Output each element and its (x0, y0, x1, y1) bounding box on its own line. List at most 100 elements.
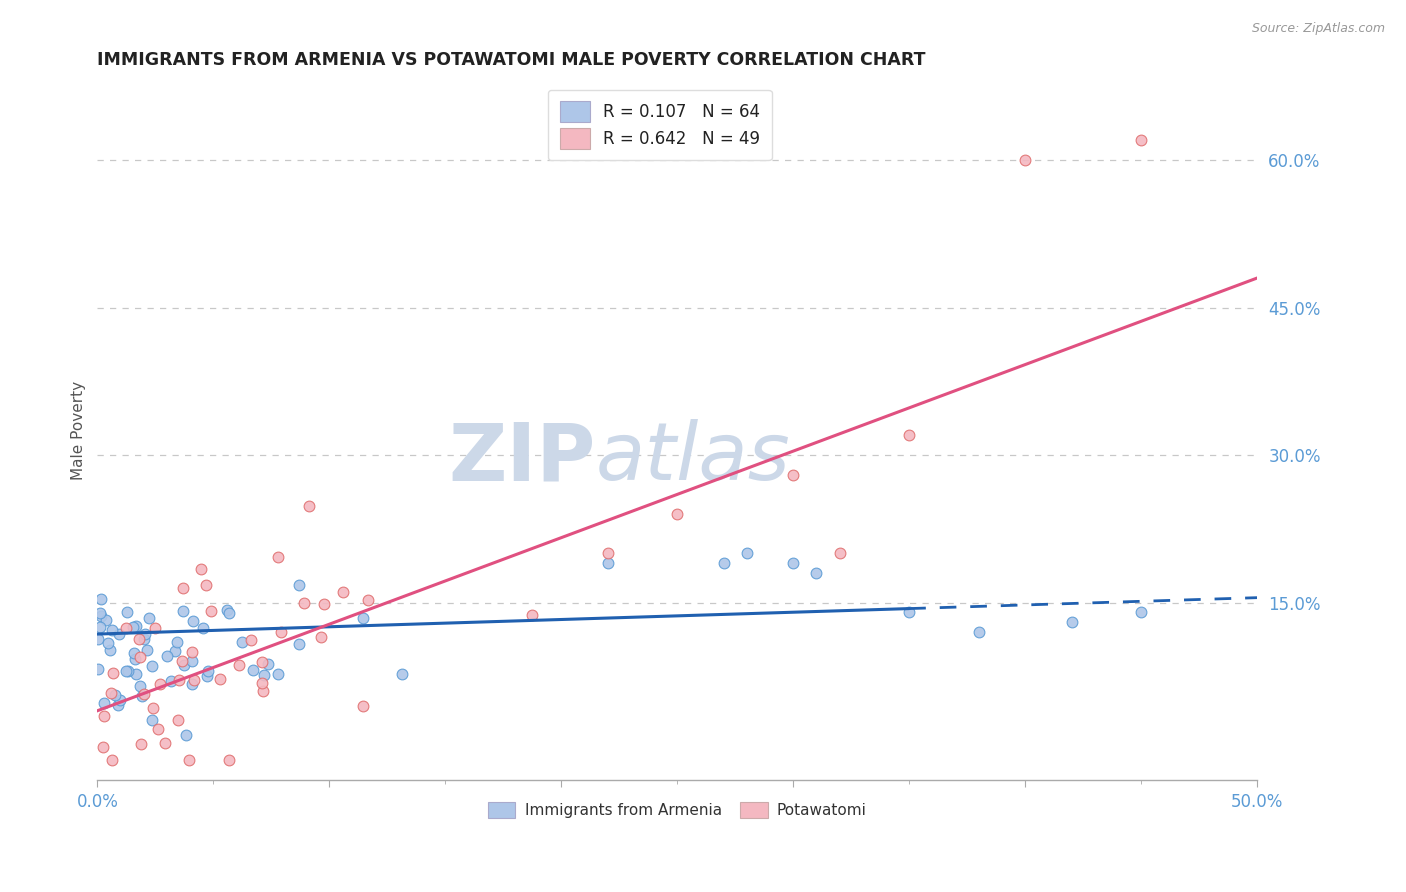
Point (97, 636, 120, 650)
Point (172, 654, 194, 668)
Point (138, 611, 160, 625)
Point (596, 556, 619, 570)
Point (250, 655, 273, 669)
Point (596, 546, 619, 560)
Point (172, 582, 194, 596)
Point (181, 654, 204, 668)
Point (129, 649, 152, 664)
Point (148, 677, 170, 691)
Point (967, 625, 990, 640)
Point (267, 549, 290, 564)
Point (239, 633, 262, 648)
Point (735, 546, 758, 560)
Point (160, 673, 183, 688)
Point (128, 632, 150, 647)
Point (181, 614, 204, 628)
Point (806, 566, 828, 580)
Point (782, 556, 804, 570)
Point (252, 676, 274, 690)
Point (242, 663, 264, 677)
Point (1060, 615, 1083, 630)
Point (218, 753, 240, 767)
Point (177, 753, 200, 767)
Point (122, 646, 145, 660)
Point (153, 736, 176, 750)
Point (101, 665, 124, 680)
Point (215, 603, 238, 617)
Point (91, 739, 114, 754)
Point (898, 428, 921, 442)
Point (256, 657, 278, 671)
Point (1130, 606, 1153, 620)
Point (180, 645, 202, 659)
Point (176, 728, 198, 742)
Point (107, 698, 129, 712)
Point (183, 673, 205, 687)
Point (125, 618, 148, 632)
Point (352, 611, 374, 625)
Point (520, 607, 543, 622)
Point (129, 737, 152, 751)
Point (218, 606, 240, 620)
Point (89, 606, 111, 620)
Point (172, 604, 194, 618)
Point (166, 635, 188, 649)
Point (288, 578, 311, 592)
Point (89, 619, 111, 633)
Point (96, 613, 118, 627)
Point (143, 621, 166, 635)
Point (142, 701, 165, 715)
Point (391, 667, 413, 681)
Point (1130, 133, 1153, 147)
Point (165, 643, 187, 657)
Point (104, 688, 127, 702)
Y-axis label: Male Poverty: Male Poverty (72, 381, 86, 480)
Point (666, 507, 689, 521)
Point (195, 668, 218, 682)
Point (108, 692, 131, 706)
Point (117, 664, 139, 678)
Point (132, 632, 155, 647)
Point (180, 677, 202, 691)
Point (134, 627, 156, 641)
Point (101, 623, 124, 637)
Point (228, 658, 250, 673)
Point (107, 627, 129, 641)
Point (898, 606, 921, 620)
Point (288, 637, 311, 651)
Point (357, 592, 380, 607)
Point (131, 689, 153, 703)
Text: Source: ZipAtlas.com: Source: ZipAtlas.com (1251, 22, 1385, 36)
Point (292, 596, 315, 610)
Point (90, 609, 112, 624)
Point (141, 713, 163, 727)
Point (122, 620, 145, 634)
Point (93, 696, 115, 710)
Point (115, 621, 138, 635)
Point (713, 556, 735, 570)
Point (266, 667, 288, 681)
Point (270, 624, 292, 639)
Point (191, 621, 214, 635)
Text: atlas: atlas (596, 419, 790, 498)
Point (190, 562, 212, 576)
Point (141, 659, 163, 673)
Point (114, 665, 136, 679)
Point (148, 722, 170, 736)
Point (1014, 153, 1036, 167)
Point (100, 753, 122, 767)
Text: IMMIGRANTS FROM ARMENIA VS POTAWATOMI MALE POVERTY CORRELATION CHART: IMMIGRANTS FROM ARMENIA VS POTAWATOMI MA… (97, 51, 927, 69)
Point (125, 667, 148, 681)
Point (200, 604, 222, 618)
Point (197, 664, 219, 678)
Point (782, 467, 804, 482)
Point (167, 673, 190, 687)
Point (98, 642, 121, 657)
Legend: Immigrants from Armenia, Potawatomi: Immigrants from Armenia, Potawatomi (482, 796, 873, 824)
Point (298, 500, 321, 514)
Point (332, 585, 354, 599)
Point (90, 592, 112, 607)
Point (253, 668, 276, 682)
Point (173, 658, 195, 673)
Point (208, 672, 231, 686)
